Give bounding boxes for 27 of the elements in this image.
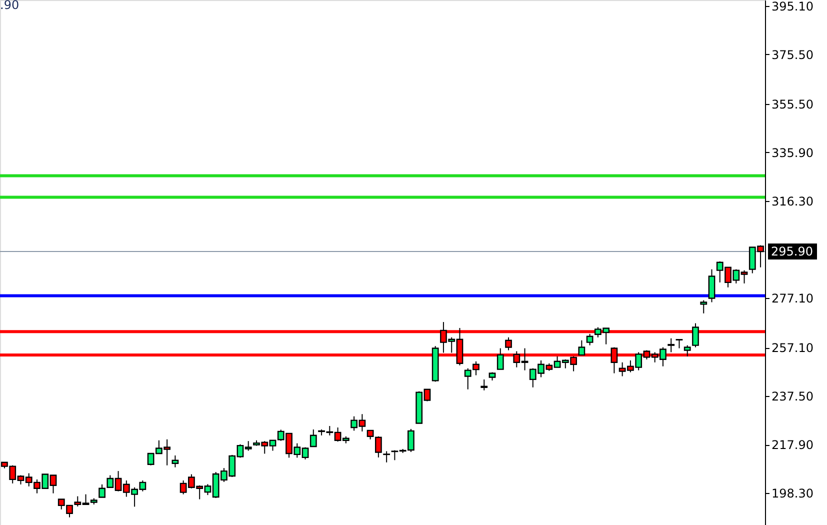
- candlestick: [505, 336, 512, 351]
- y-tick-label: 316.30: [772, 194, 814, 208]
- candlestick: [668, 338, 675, 353]
- y-tick-label: 217.90: [772, 438, 814, 452]
- candlestick: [578, 340, 586, 356]
- ref-line-label: 295.90: [771, 244, 813, 258]
- candlestick: [684, 344, 691, 357]
- y-tick-label: 335.90: [772, 146, 814, 160]
- candlestick: [383, 450, 390, 463]
- y-tick-label: 395.10: [772, 0, 814, 14]
- candlestick: [98, 484, 106, 498]
- candlestick: [172, 454, 179, 468]
- y-tick-label: 198.30: [772, 486, 814, 501]
- candlestick: [692, 322, 699, 348]
- candlestick: [586, 333, 594, 346]
- candlestick: [374, 436, 382, 458]
- candlestick: [708, 268, 716, 303]
- annotation: .90: [0, 0, 20, 12]
- y-tick-label: 237.50: [772, 390, 814, 404]
- candlestick: [700, 300, 708, 314]
- candlestick: [480, 378, 488, 391]
- candlestick: [496, 348, 504, 370]
- candlestick: [310, 428, 317, 448]
- y-tick-label: 375.50: [772, 48, 814, 62]
- y-tick-label: 277.10: [772, 292, 814, 306]
- y-tick-label: 257.10: [772, 341, 814, 356]
- y-tick-label: 355.50: [772, 97, 814, 112]
